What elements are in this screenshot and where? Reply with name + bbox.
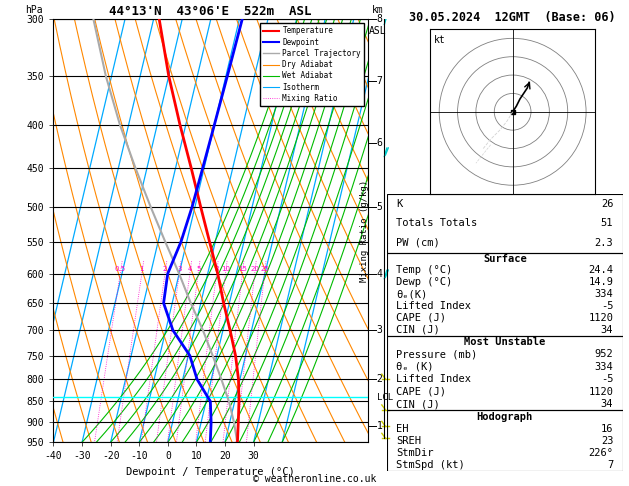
Text: 23: 23 xyxy=(601,436,613,446)
Text: 34: 34 xyxy=(601,325,613,335)
Text: 26: 26 xyxy=(601,199,613,209)
Text: 6: 6 xyxy=(377,138,382,148)
Text: Temp (°C): Temp (°C) xyxy=(396,265,452,276)
Bar xyxy=(387,336,623,411)
Text: km: km xyxy=(372,5,384,15)
Text: 1120: 1120 xyxy=(588,387,613,397)
Text: 8: 8 xyxy=(214,265,219,272)
Bar xyxy=(387,194,623,253)
Text: Lifted Index: Lifted Index xyxy=(396,301,471,311)
Text: SREH: SREH xyxy=(396,436,421,446)
Text: θₑ(K): θₑ(K) xyxy=(396,289,428,299)
Text: θₑ (K): θₑ (K) xyxy=(396,362,434,372)
Text: -5: -5 xyxy=(601,301,613,311)
Text: 14.9: 14.9 xyxy=(588,277,613,287)
Text: 4: 4 xyxy=(377,269,382,278)
Text: Lifted Index: Lifted Index xyxy=(396,374,471,384)
Text: Pressure (mb): Pressure (mb) xyxy=(396,349,477,359)
Bar xyxy=(387,253,623,336)
Text: 1: 1 xyxy=(377,421,382,432)
Text: © weatheronline.co.uk: © weatheronline.co.uk xyxy=(253,473,376,484)
Text: 51: 51 xyxy=(601,219,613,228)
Text: 3: 3 xyxy=(377,325,382,335)
Text: 8: 8 xyxy=(377,15,382,24)
Text: Most Unstable: Most Unstable xyxy=(464,337,545,347)
Text: 334: 334 xyxy=(594,289,613,299)
Text: 2: 2 xyxy=(377,374,382,384)
Text: 24.4: 24.4 xyxy=(588,265,613,276)
Text: Hodograph: Hodograph xyxy=(477,412,533,421)
Text: kt: kt xyxy=(433,35,445,45)
Text: hPa: hPa xyxy=(25,5,43,15)
Text: 20: 20 xyxy=(250,265,259,272)
Text: Totals Totals: Totals Totals xyxy=(396,219,477,228)
Text: 7: 7 xyxy=(607,460,613,470)
Text: LCL: LCL xyxy=(377,393,393,401)
Bar xyxy=(387,411,623,471)
Text: Mixing Ratio (g/kg): Mixing Ratio (g/kg) xyxy=(360,180,369,282)
Text: CIN (J): CIN (J) xyxy=(396,325,440,335)
Text: 226°: 226° xyxy=(588,448,613,458)
Text: 1: 1 xyxy=(140,265,144,272)
Text: 334: 334 xyxy=(594,362,613,372)
Text: 30.05.2024  12GMT  (Base: 06): 30.05.2024 12GMT (Base: 06) xyxy=(409,11,615,24)
Text: StmSpd (kt): StmSpd (kt) xyxy=(396,460,465,470)
Text: 16: 16 xyxy=(601,424,613,434)
Text: Dewp (°C): Dewp (°C) xyxy=(396,277,452,287)
Text: 952: 952 xyxy=(594,349,613,359)
Title: 44°13'N  43°06'E  522m  ASL: 44°13'N 43°06'E 522m ASL xyxy=(109,5,312,18)
Text: Surface: Surface xyxy=(483,254,526,263)
Legend: Temperature, Dewpoint, Parcel Trajectory, Dry Adiabat, Wet Adiabat, Isotherm, Mi: Temperature, Dewpoint, Parcel Trajectory… xyxy=(260,23,364,106)
Text: PW (cm): PW (cm) xyxy=(396,238,440,248)
Text: K: K xyxy=(396,199,403,209)
Text: 5: 5 xyxy=(377,202,382,212)
Text: 7: 7 xyxy=(377,76,382,86)
Text: 0.5: 0.5 xyxy=(114,265,126,272)
Text: CAPE (J): CAPE (J) xyxy=(396,387,446,397)
Text: CAPE (J): CAPE (J) xyxy=(396,313,446,323)
Text: -5: -5 xyxy=(601,374,613,384)
Text: 4: 4 xyxy=(187,265,192,272)
Text: 3: 3 xyxy=(177,265,182,272)
Text: 25: 25 xyxy=(260,265,269,272)
Text: 34: 34 xyxy=(601,399,613,409)
Text: 15: 15 xyxy=(238,265,247,272)
Text: 2: 2 xyxy=(163,265,167,272)
Text: 5: 5 xyxy=(196,265,201,272)
Text: 1120: 1120 xyxy=(588,313,613,323)
Text: StmDir: StmDir xyxy=(396,448,434,458)
X-axis label: Dewpoint / Temperature (°C): Dewpoint / Temperature (°C) xyxy=(126,467,295,477)
Text: CIN (J): CIN (J) xyxy=(396,399,440,409)
Text: 2.3: 2.3 xyxy=(594,238,613,248)
Text: ASL: ASL xyxy=(369,26,387,36)
Text: EH: EH xyxy=(396,424,409,434)
Text: 10: 10 xyxy=(221,265,230,272)
